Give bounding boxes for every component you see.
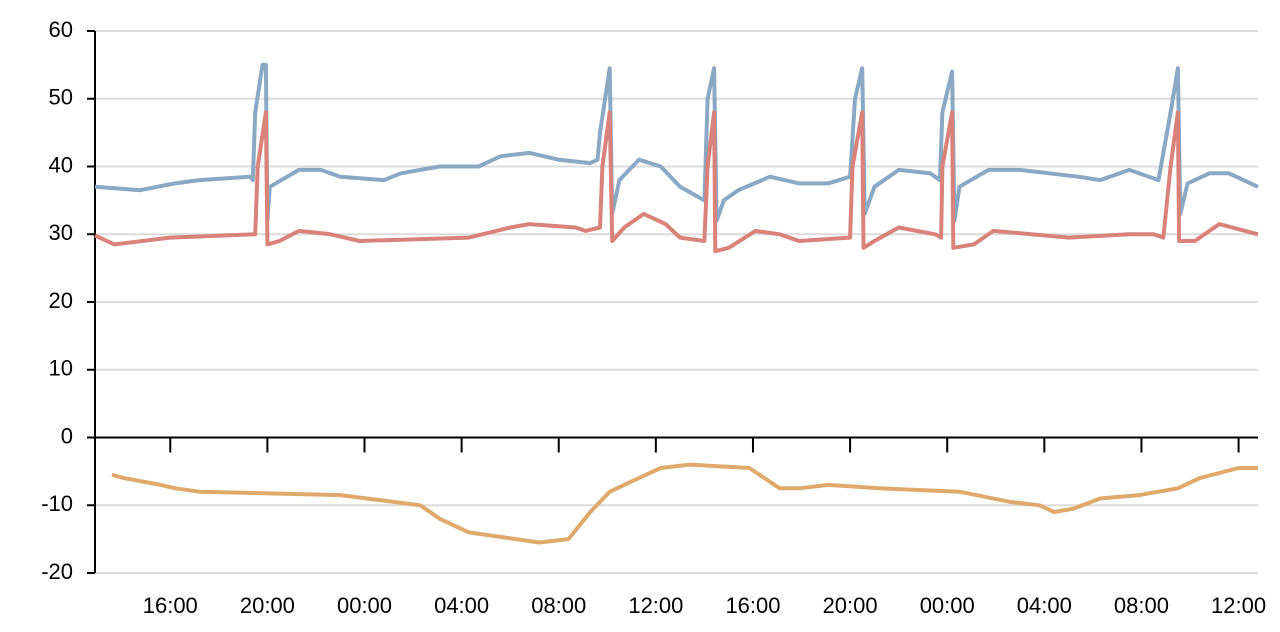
y-tick-label: -10 — [41, 491, 73, 516]
x-tick-label: 16:00 — [725, 593, 780, 618]
x-tick-label: 08:00 — [1114, 593, 1169, 618]
y-tick-label: 20 — [49, 288, 73, 313]
data-line — [111, 462, 1258, 545]
y-tick-label: 0 — [61, 423, 73, 448]
y-tick-label: 30 — [49, 220, 73, 245]
x-tick-label: 04:00 — [1017, 593, 1072, 618]
x-tick-label: 00:00 — [337, 593, 392, 618]
x-tick-label: 16:00 — [143, 593, 198, 618]
x-tick-label: 20:00 — [823, 593, 878, 618]
y-tick-label: 50 — [49, 85, 73, 110]
x-tick-label: 00:00 — [920, 593, 975, 618]
y-tick-label: 60 — [49, 17, 73, 42]
x-tick-label: 20:00 — [240, 593, 295, 618]
x-tick-label: 12:00 — [628, 593, 683, 618]
y-tick-label: 40 — [49, 152, 73, 177]
x-tick-label: 12:00 — [1211, 593, 1266, 618]
data-line — [94, 62, 1259, 223]
x-tick-label: 08:00 — [531, 593, 586, 618]
y-tick-label: 10 — [49, 356, 73, 381]
x-tick-label: 04:00 — [434, 593, 489, 618]
data-line — [94, 110, 1259, 254]
y-tick-label: -20 — [41, 559, 73, 584]
